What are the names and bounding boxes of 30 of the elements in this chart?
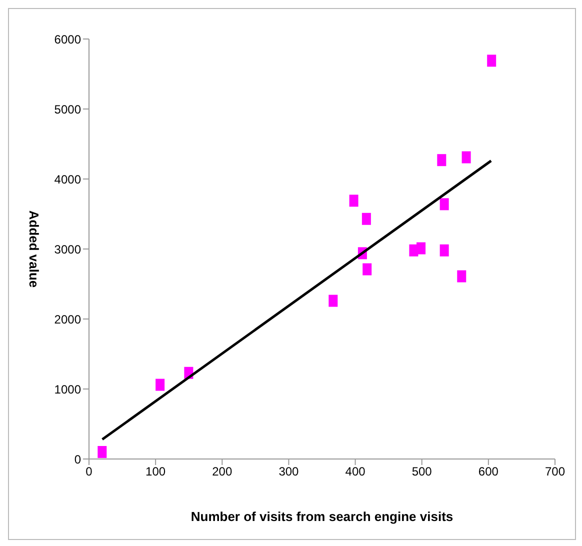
point <box>362 212 371 225</box>
y-tick-label: 3000 <box>54 242 82 256</box>
x-tick-label: 400 <box>345 464 366 479</box>
point <box>437 154 446 166</box>
y-tick-label: 2000 <box>54 312 82 326</box>
y-tick-label: 4000 <box>54 172 82 186</box>
y-tick-label: 5000 <box>54 102 82 116</box>
point <box>440 198 449 210</box>
point <box>362 263 372 276</box>
point <box>156 378 165 391</box>
x-tick-label: 600 <box>478 464 499 479</box>
x-tick-label: 700 <box>544 464 566 479</box>
point <box>349 194 358 207</box>
point <box>457 270 466 282</box>
point <box>98 446 107 458</box>
x-axis-title: Number of visits from search engine visits <box>190 509 454 524</box>
x-tick-label: 100 <box>146 464 166 479</box>
x-tick-label: 300 <box>278 464 300 479</box>
x-tick-label: 200 <box>212 464 232 479</box>
x-tick-label: 0 <box>86 464 93 479</box>
point <box>462 151 471 164</box>
y-tick-label: 0 <box>74 452 82 466</box>
y-tick-label: 6000 <box>54 32 82 46</box>
point <box>416 242 426 254</box>
point <box>487 54 496 67</box>
point <box>328 294 338 307</box>
x-tick-label: 500 <box>412 464 432 479</box>
y-tick-label: 1000 <box>54 382 82 396</box>
y-axis-title: Added value <box>26 210 42 288</box>
point <box>440 244 449 256</box>
